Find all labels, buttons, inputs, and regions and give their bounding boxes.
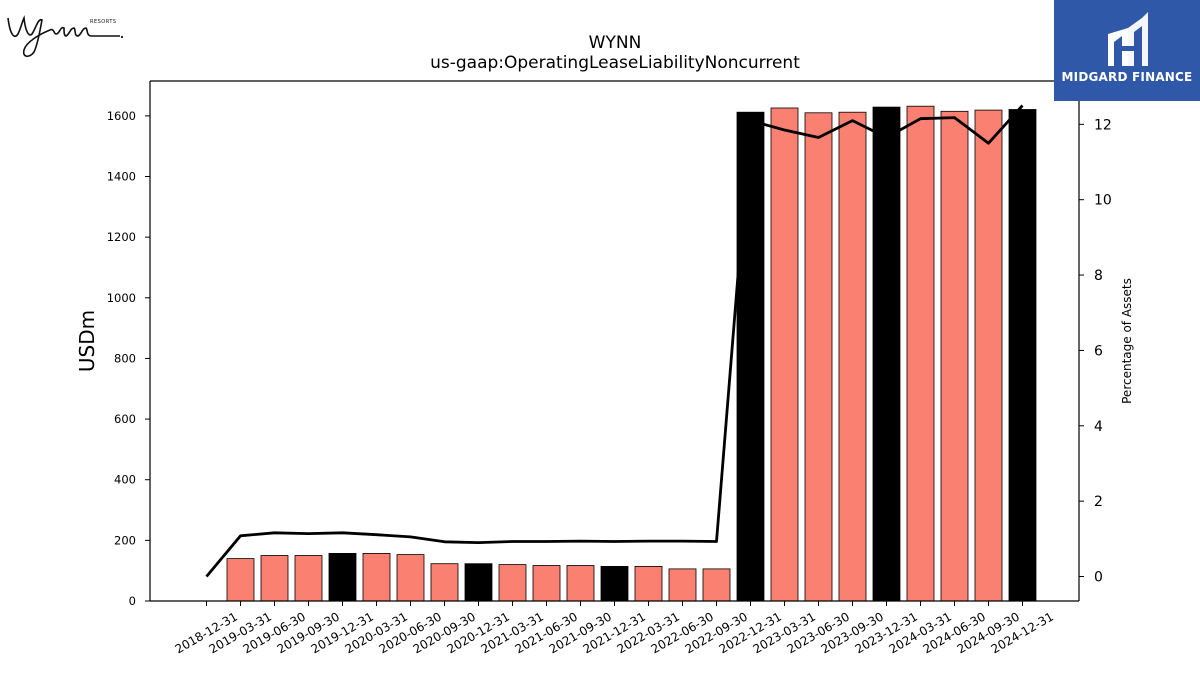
y-tick-label-400: 400 <box>114 473 136 487</box>
wynn-logo-subtext: RESORTS <box>90 19 117 25</box>
y2-tick-label-8: 8 <box>1094 268 1103 284</box>
y-tick-label-1400: 1400 <box>107 170 136 184</box>
bar-2021-03-31 <box>498 564 527 602</box>
y2-tick-label-0: 0 <box>1094 570 1103 586</box>
y-axis-label: USDm <box>75 310 99 372</box>
midgard-brand-text: MIDGARD FINANCE <box>1061 70 1193 84</box>
y-tick-label-600: 600 <box>114 412 136 426</box>
bar-2024-03-31 <box>906 105 935 602</box>
bar-2019-06-30 <box>260 555 289 602</box>
bar-2019-03-31 <box>226 558 255 602</box>
y2-tick-label-12: 12 <box>1094 117 1112 133</box>
midgard-emblem-icon <box>1108 12 1148 66</box>
bar-2022-12-31 <box>736 111 765 602</box>
chart-title: WYNN <box>589 33 642 53</box>
midgard-finance-logo: MIDGARD FINANCE <box>1054 0 1200 101</box>
y-tick-label-200: 200 <box>114 533 136 547</box>
bar-2023-12-31 <box>872 106 901 602</box>
y2-tick-label-2: 2 <box>1094 494 1103 510</box>
bar-2023-03-31 <box>770 107 799 602</box>
wynn-logo: RESORTS <box>4 4 128 60</box>
y-tick-label-1000: 1000 <box>107 291 136 305</box>
bar-2024-06-30 <box>940 110 969 602</box>
y2-tick-label-6: 6 <box>1094 343 1103 359</box>
y-tick-label-800: 800 <box>114 351 136 365</box>
bar-2020-03-31 <box>362 553 391 602</box>
bar-2022-06-30 <box>668 568 697 602</box>
chart-subtitle: us-gaap:OperatingLeaseLiabilityNoncurren… <box>430 53 800 73</box>
bar-2023-06-30 <box>804 112 833 602</box>
bar-2019-09-30 <box>294 555 323 602</box>
y-tick-label-1200: 1200 <box>107 230 136 244</box>
y2-tick-label-10: 10 <box>1094 193 1112 209</box>
bar-2019-12-31 <box>328 553 357 602</box>
y-tick-label-0: 0 <box>129 594 136 608</box>
bar-2022-03-31 <box>634 566 663 602</box>
y2-axis-label: Percentage of Assets <box>1120 278 1134 404</box>
bar-2021-12-31 <box>600 566 629 602</box>
bar-2021-06-30 <box>532 565 561 602</box>
bar-2020-06-30 <box>396 554 425 602</box>
y-tick-label-1600: 1600 <box>107 109 136 123</box>
bar-2020-09-30 <box>430 563 459 602</box>
bar-2023-09-30 <box>838 111 867 602</box>
bar-2021-09-30 <box>566 565 595 602</box>
bar-2020-12-31 <box>464 563 493 602</box>
bar-2022-09-30 <box>702 568 731 602</box>
bar-2024-09-30 <box>974 109 1003 602</box>
bar-2024-12-31 <box>1008 109 1037 602</box>
y2-tick-label-4: 4 <box>1094 419 1103 435</box>
line-percentage-of-assets <box>205 104 1024 578</box>
